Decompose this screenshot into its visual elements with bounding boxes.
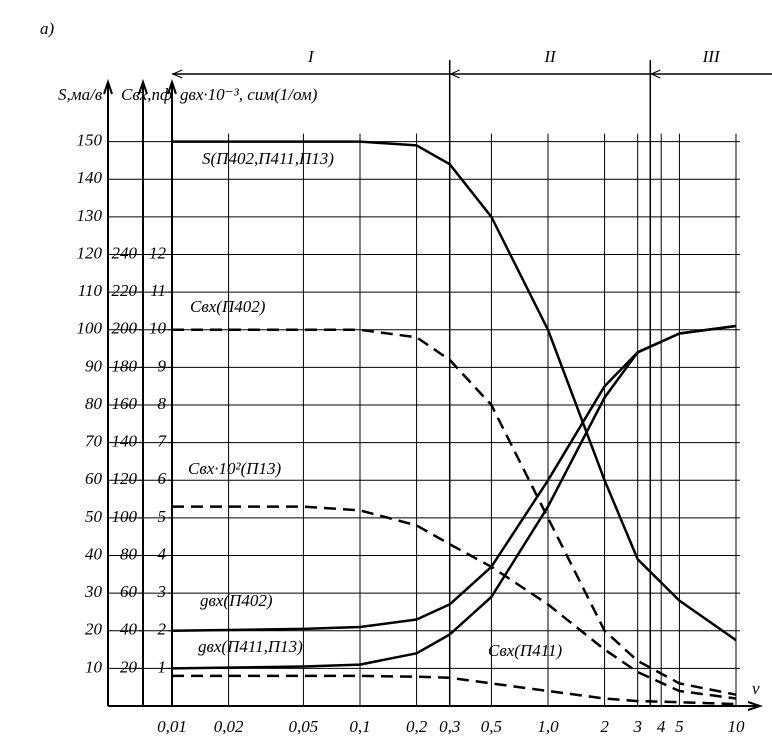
y3-axis-label: gвх·10⁻³, сим(1/ом) [180,85,318,104]
y2-tick-label: 180 [112,356,138,375]
curve-label: gвх(П402) [200,591,273,610]
y-tick-label: 110 [78,281,103,300]
y2-tick-label: 100 [112,507,138,526]
y-tick-label: 120 [77,243,103,262]
y2-tick-label: 20 [120,657,138,676]
y-tick-label: 140 [77,168,103,187]
x-tick-label: 1,0 [537,717,559,736]
region-arrow [449,69,460,79]
y3-tick-label: 8 [158,394,167,413]
y3-tick-label: 5 [158,507,167,526]
region-label: I [307,47,315,66]
y2-tick-label: 60 [120,582,138,601]
x-tick-label: 10 [728,717,746,736]
axis-arrow [103,78,113,95]
y-tick-label: 30 [84,582,103,601]
y-tick-label: 20 [85,620,103,639]
y2-tick-label: 40 [120,620,138,639]
y3-tick-label: 4 [158,544,167,563]
x-tick-label: 2 [600,717,609,736]
axis-arrow [138,78,148,95]
y2-tick-label: 140 [112,432,138,451]
y-tick-label: 80 [85,394,103,413]
region-label: III [702,47,721,66]
y2-tick-label: 160 [112,394,138,413]
x-tick-label: 3 [632,717,642,736]
curve-label: S(П402,П411,П13) [202,149,334,168]
x-tick-label: 0,1 [349,717,370,736]
y3-tick-label: 10 [149,319,167,338]
y-tick-label: 70 [85,432,103,451]
region-arrow [650,69,661,79]
x-tick-label: 0,2 [406,717,428,736]
curve-label: Cвх(П411) [488,641,562,660]
x-tick-label: 0,02 [214,717,244,736]
y-tick-label: 130 [77,206,103,225]
curve-label: gвх(П411,П13) [198,637,303,656]
x-tick-label: 0,05 [289,717,319,736]
curve [172,674,737,706]
x-tick-label: 4 [657,717,666,736]
y2-tick-label: 220 [112,281,138,300]
y-tick-label: 40 [85,544,103,563]
x-tick-label: 0,3 [439,717,460,736]
curve-label: Cвх(П402) [190,297,266,316]
curve [172,328,737,696]
curve [171,324,737,670]
region-label: II [543,47,557,66]
y-tick-label: 60 [85,469,103,488]
y3-tick-label: 6 [158,469,167,488]
x-tick-label: 5 [675,717,684,736]
y3-tick-label: 12 [149,243,167,262]
y-tick-label: 90 [85,356,103,375]
y-tick-label: 50 [85,507,103,526]
y3-tick-label: 1 [158,657,167,676]
y-tick-label: 10 [85,657,103,676]
region-arrow [171,69,183,79]
y2-tick-label: 120 [112,469,138,488]
y-tick-label: 100 [77,319,103,338]
y3-tick-label: 11 [150,281,166,300]
curve [172,140,737,642]
x-tick-label: 0,01 [157,717,187,736]
y3-tick-label: 7 [158,432,168,451]
y2-axis-label: Cвх,пф [121,85,172,104]
y2-tick-label: 240 [112,243,138,262]
y2-tick-label: 80 [120,544,138,563]
y2-tick-label: 200 [112,319,138,338]
curve [171,324,737,633]
y-axis-label: S,ма/в [58,85,103,104]
y3-tick-label: 9 [158,356,167,375]
y-tick-label: 150 [77,131,103,150]
axis-arrow [747,701,764,711]
y3-tick-label: 3 [157,582,167,601]
x-tick-label: 0,5 [481,717,502,736]
x-axis-label: ν [752,679,760,698]
curve-label: Cвх·10²(П13) [188,459,282,478]
axis-arrow [167,78,177,95]
panel-label: а) [40,19,55,38]
y3-tick-label: 2 [158,620,167,639]
